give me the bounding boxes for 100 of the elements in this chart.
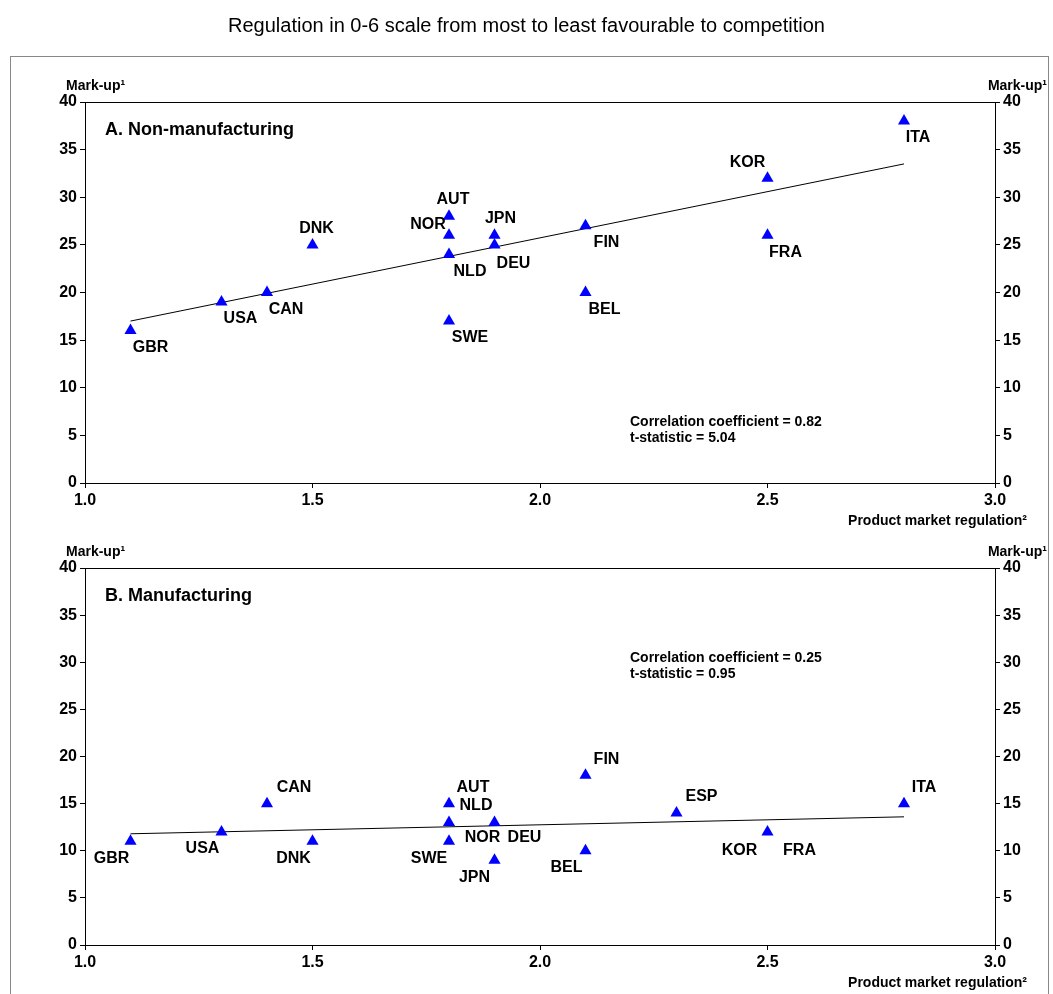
annotation: USA bbox=[185, 839, 220, 857]
y-tick-label: 5 bbox=[68, 888, 78, 906]
point bbox=[488, 853, 501, 864]
y2-tick-label: 10 bbox=[1003, 378, 1021, 396]
annotation: CAN bbox=[276, 778, 312, 796]
x-tick-label: 1.0 bbox=[73, 491, 97, 509]
point bbox=[215, 295, 228, 306]
annotation: NLD bbox=[459, 795, 493, 813]
annotation: SWE bbox=[410, 848, 448, 866]
annotation: FIN bbox=[593, 233, 620, 251]
annotation: KOR bbox=[729, 152, 766, 170]
annotation: NOR bbox=[410, 214, 447, 232]
point bbox=[215, 824, 228, 836]
annotation: NLD bbox=[453, 261, 487, 279]
y2-tick-label: 0 bbox=[1003, 473, 1012, 491]
y2-tick-label: 35 bbox=[1003, 605, 1021, 623]
y-tick-label: 15 bbox=[59, 794, 78, 812]
annotation: Correlation coefficient = 0.82 bbox=[630, 412, 822, 429]
x-tick-label: 2.0 bbox=[528, 491, 552, 509]
y2-tick-label: 5 bbox=[1003, 425, 1012, 443]
point bbox=[124, 834, 137, 845]
y-tick-label: 35 bbox=[59, 140, 78, 158]
annotation: t-statistic = 0.95 bbox=[630, 664, 736, 681]
annotation: USA bbox=[223, 309, 258, 327]
point bbox=[260, 285, 274, 296]
annotation: BEL bbox=[588, 299, 621, 317]
y-tick-label: 30 bbox=[59, 187, 78, 205]
y2-tick-label: 0 bbox=[1003, 935, 1012, 953]
annotation: CAN bbox=[268, 299, 304, 317]
y-tick-label: 5 bbox=[68, 425, 78, 443]
y-tick-label: 35 bbox=[59, 605, 78, 623]
annotation: ITA bbox=[911, 778, 937, 796]
annotation: ESP bbox=[685, 787, 718, 805]
annotation: FIN bbox=[593, 749, 620, 767]
x-tick-label: 2.5 bbox=[756, 953, 779, 971]
annotation: AUT bbox=[436, 189, 470, 207]
annotation: FRA bbox=[769, 242, 803, 260]
y2-tick-label: 30 bbox=[1003, 187, 1021, 205]
point bbox=[306, 834, 319, 845]
y-tick-label: 20 bbox=[59, 746, 78, 764]
x-tick-label: 1.5 bbox=[301, 953, 324, 971]
y2-tick-label: 35 bbox=[1003, 140, 1021, 158]
y2-tick-label: 10 bbox=[1003, 841, 1021, 859]
text: B. Manufacturing bbox=[105, 584, 252, 605]
annotation: GBR bbox=[93, 848, 130, 866]
point bbox=[579, 218, 592, 230]
x-tick-label: 2.5 bbox=[756, 491, 779, 509]
point bbox=[442, 815, 456, 826]
y2-tick-label: 30 bbox=[1003, 652, 1021, 670]
point bbox=[442, 834, 456, 845]
x-axis-title: Product market regulation² bbox=[848, 511, 1028, 528]
x-tick-label: 2.0 bbox=[528, 953, 552, 971]
y2-tick-label: 20 bbox=[1003, 746, 1021, 764]
point bbox=[124, 323, 137, 335]
annotation: Correlation coefficient = 0.25 bbox=[630, 648, 822, 665]
y-tick-label: 30 bbox=[59, 652, 78, 670]
x-tick-label: 3.0 bbox=[983, 953, 1007, 971]
y2-tick-label: 25 bbox=[1003, 235, 1021, 253]
y-tick-label: 25 bbox=[59, 235, 78, 253]
annotation: KOR bbox=[721, 841, 758, 859]
point bbox=[579, 768, 592, 779]
point bbox=[306, 237, 319, 249]
point bbox=[488, 228, 501, 239]
point bbox=[897, 796, 911, 808]
annotation: JPN bbox=[484, 208, 517, 226]
y-tick-label: 10 bbox=[59, 841, 78, 859]
point bbox=[761, 824, 774, 836]
annotation: ITA bbox=[905, 128, 931, 146]
point bbox=[579, 285, 592, 296]
y2-tick-label: 20 bbox=[1003, 282, 1021, 300]
annotation: GBR bbox=[132, 338, 169, 356]
y2-tick-label: 40 bbox=[1003, 92, 1021, 110]
chart-subtitle: Regulation in 0-6 scale from most to least favourable to competition bbox=[227, 14, 826, 37]
y-tick-label: 40 bbox=[59, 558, 78, 576]
x-tick-label: 3.0 bbox=[983, 491, 1007, 509]
annotation: AUT bbox=[456, 778, 490, 796]
y-tick-label: 0 bbox=[68, 473, 78, 491]
point bbox=[897, 114, 911, 125]
y-tick-label: 0 bbox=[68, 935, 78, 953]
point bbox=[442, 796, 456, 808]
point bbox=[579, 843, 592, 855]
y2-axis-title: Mark-up¹ bbox=[987, 542, 1048, 559]
y2-axis-title: Mark-up¹ bbox=[987, 76, 1048, 93]
y2-tick-label: 40 bbox=[1003, 558, 1021, 576]
annotation: FRA bbox=[783, 841, 817, 859]
annotation: NOR bbox=[464, 827, 501, 845]
point bbox=[442, 247, 456, 258]
point bbox=[442, 314, 456, 325]
annotation: DEU bbox=[507, 827, 542, 845]
annotation: BEL bbox=[550, 858, 583, 876]
point bbox=[260, 796, 274, 808]
y2-tick-label: 15 bbox=[1003, 794, 1021, 812]
text: A. Non-manufacturing bbox=[105, 118, 294, 139]
annotation: JPN bbox=[458, 867, 491, 885]
point bbox=[670, 806, 683, 817]
y-tick-label: 10 bbox=[59, 378, 78, 396]
point bbox=[488, 815, 501, 826]
point bbox=[761, 228, 774, 239]
annotation: DNK bbox=[299, 219, 335, 237]
point bbox=[761, 171, 774, 182]
